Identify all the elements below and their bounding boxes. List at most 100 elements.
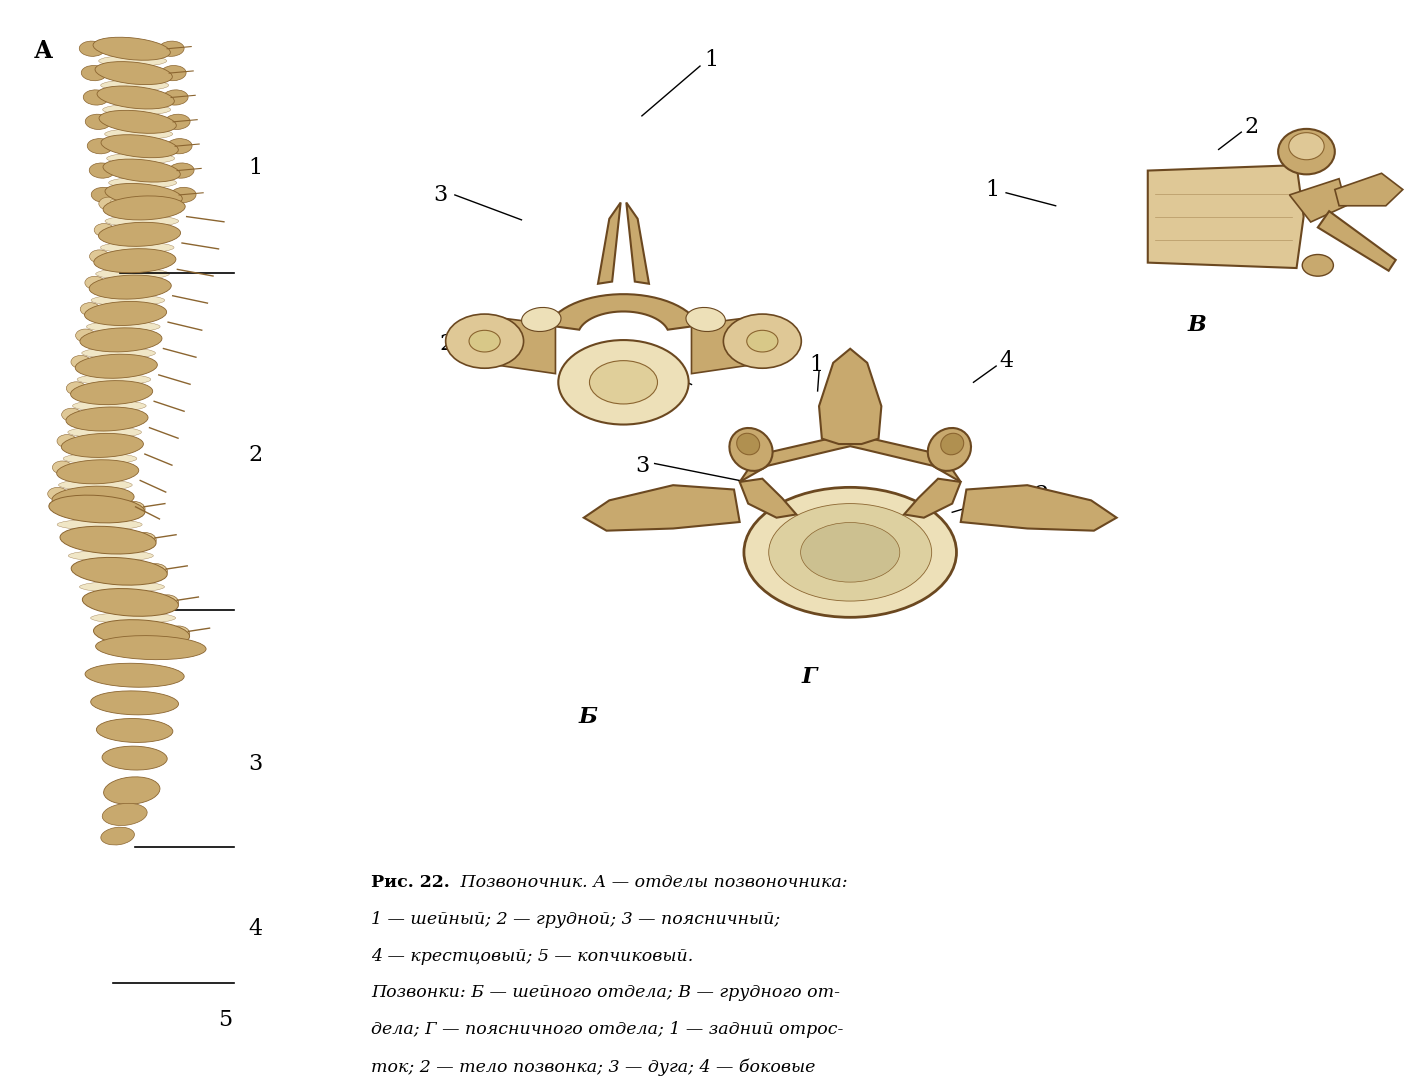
Text: 4: 4 <box>635 354 649 376</box>
Ellipse shape <box>81 302 101 315</box>
Text: Г: Г <box>802 666 818 688</box>
Text: ток; 2 — тело позвонка; 3 — дуга; 4 — боковые: ток; 2 — тело позвонка; 3 — дуга; 4 — бо… <box>371 1058 816 1075</box>
Text: Б: Б <box>578 706 597 728</box>
Ellipse shape <box>589 361 657 404</box>
Ellipse shape <box>48 487 68 500</box>
Ellipse shape <box>68 550 153 561</box>
Polygon shape <box>691 317 779 374</box>
Ellipse shape <box>91 613 176 624</box>
Ellipse shape <box>737 433 760 455</box>
Ellipse shape <box>106 153 174 164</box>
Ellipse shape <box>71 558 167 585</box>
Ellipse shape <box>1278 129 1335 174</box>
Ellipse shape <box>96 269 170 279</box>
Ellipse shape <box>91 295 164 305</box>
Ellipse shape <box>686 308 726 331</box>
Ellipse shape <box>145 563 167 578</box>
Ellipse shape <box>160 65 186 81</box>
Ellipse shape <box>167 626 190 641</box>
Text: 3: 3 <box>434 184 448 206</box>
Ellipse shape <box>94 249 176 273</box>
Ellipse shape <box>67 407 147 431</box>
Ellipse shape <box>928 428 971 471</box>
Ellipse shape <box>85 276 105 289</box>
Text: 2: 2 <box>1034 484 1049 506</box>
Polygon shape <box>1148 165 1304 268</box>
Ellipse shape <box>133 533 156 548</box>
Ellipse shape <box>109 178 177 188</box>
Ellipse shape <box>768 504 932 601</box>
Ellipse shape <box>89 162 115 179</box>
Ellipse shape <box>84 90 109 105</box>
Ellipse shape <box>64 453 137 464</box>
Ellipse shape <box>57 460 139 484</box>
Ellipse shape <box>169 162 194 179</box>
Ellipse shape <box>61 433 143 457</box>
Ellipse shape <box>52 486 135 510</box>
Ellipse shape <box>75 354 157 378</box>
Text: 1: 1 <box>985 179 999 200</box>
Ellipse shape <box>86 322 160 332</box>
Ellipse shape <box>79 328 162 352</box>
Ellipse shape <box>105 183 183 207</box>
Polygon shape <box>740 435 961 482</box>
Ellipse shape <box>94 223 113 236</box>
Ellipse shape <box>89 275 171 299</box>
Text: 1: 1 <box>248 157 262 179</box>
Text: 1: 1 <box>704 49 718 70</box>
Ellipse shape <box>99 110 176 133</box>
Ellipse shape <box>170 187 196 203</box>
Ellipse shape <box>67 382 86 395</box>
Ellipse shape <box>724 314 802 368</box>
Ellipse shape <box>111 196 179 207</box>
Text: 5: 5 <box>218 1009 232 1031</box>
Polygon shape <box>626 203 649 284</box>
Text: Рис. 22.: Рис. 22. <box>371 874 451 891</box>
Ellipse shape <box>156 595 179 610</box>
Ellipse shape <box>62 408 82 421</box>
Ellipse shape <box>94 619 190 648</box>
Ellipse shape <box>85 114 111 130</box>
Text: 2: 2 <box>248 444 262 466</box>
Text: 4: 4 <box>999 350 1013 371</box>
Ellipse shape <box>103 196 186 220</box>
Polygon shape <box>1335 173 1403 206</box>
Ellipse shape <box>82 348 156 358</box>
Ellipse shape <box>1289 133 1325 160</box>
Ellipse shape <box>469 330 500 352</box>
Ellipse shape <box>60 526 156 554</box>
Text: 2: 2 <box>439 334 453 355</box>
Ellipse shape <box>88 139 113 154</box>
Ellipse shape <box>102 104 170 115</box>
Ellipse shape <box>57 519 142 530</box>
Ellipse shape <box>91 691 179 715</box>
Text: Позвоночник. А — отделы позвоночника:: Позвоночник. А — отделы позвоночника: <box>455 874 847 891</box>
Ellipse shape <box>94 37 170 61</box>
Ellipse shape <box>445 314 524 368</box>
Ellipse shape <box>744 487 956 617</box>
Text: 4 — крестцовый; 5 — копчиковый.: 4 — крестцовый; 5 — копчиковый. <box>371 948 693 965</box>
Text: Позвонки: Б — шейного отдела; В — грудного от-: Позвонки: Б — шейного отдела; В — грудно… <box>371 984 840 1002</box>
Ellipse shape <box>95 62 173 84</box>
Ellipse shape <box>79 41 105 56</box>
Polygon shape <box>819 349 881 444</box>
Ellipse shape <box>82 588 179 616</box>
Ellipse shape <box>159 41 184 56</box>
Ellipse shape <box>85 301 167 326</box>
Ellipse shape <box>101 243 174 253</box>
Ellipse shape <box>79 582 164 592</box>
Polygon shape <box>961 485 1117 531</box>
Ellipse shape <box>105 216 179 226</box>
Ellipse shape <box>101 80 169 91</box>
Ellipse shape <box>167 139 193 154</box>
Polygon shape <box>1318 211 1396 271</box>
Polygon shape <box>584 485 740 531</box>
Ellipse shape <box>75 329 95 342</box>
Text: А: А <box>34 39 54 63</box>
Ellipse shape <box>102 746 167 770</box>
Ellipse shape <box>98 222 180 246</box>
Ellipse shape <box>77 374 150 384</box>
Text: 1 — шейный; 2 — грудной; 3 — поясничный;: 1 — шейный; 2 — грудной; 3 — поясничный; <box>371 911 781 928</box>
Ellipse shape <box>48 495 145 523</box>
Text: 2: 2 <box>1244 116 1258 138</box>
